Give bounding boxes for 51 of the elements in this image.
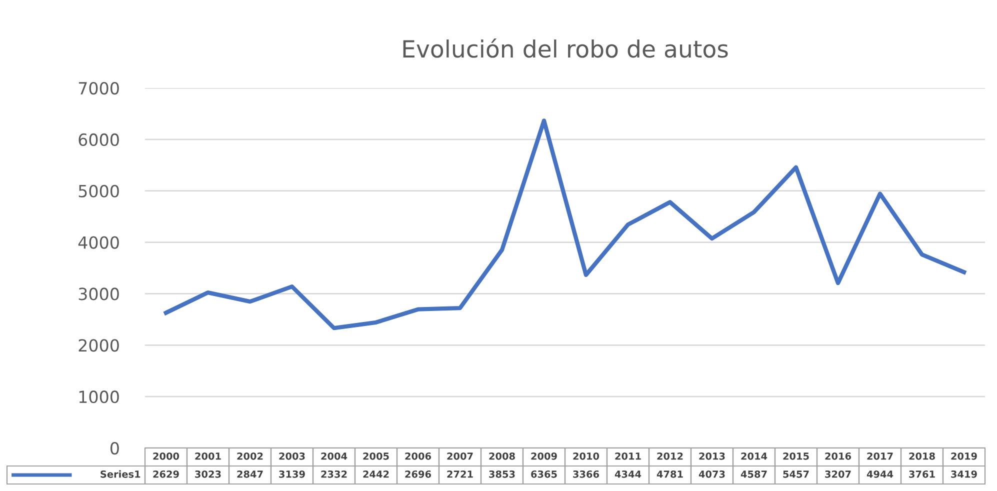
y-tick-label: 6000 <box>78 133 119 146</box>
chart-title: Evolución del robo de autos <box>403 38 728 58</box>
data-label: 2721 <box>447 470 473 478</box>
data-label: 3139 <box>279 470 305 478</box>
x-tick-label: 2002 <box>237 452 263 460</box>
x-tick-label: 2001 <box>195 452 221 460</box>
data-label: 5457 <box>783 470 809 478</box>
data-label: 4781 <box>656 470 683 478</box>
x-tick-label: 2014 <box>741 452 768 460</box>
y-tick-label: 2000 <box>78 339 119 352</box>
x-tick-label: 2018 <box>909 452 935 460</box>
x-tick-label: 2013 <box>699 452 725 460</box>
y-tick-label: 7000 <box>78 82 119 95</box>
x-tick-label: 2000 <box>153 452 180 460</box>
data-label: 3761 <box>909 470 935 478</box>
data-label: 3419 <box>951 470 977 478</box>
x-tick-label: 2010 <box>573 452 600 460</box>
line-series <box>164 118 966 330</box>
data-label: 3853 <box>489 470 515 478</box>
y-tick-label: 3000 <box>78 288 119 300</box>
x-tick-label: 2016 <box>825 452 852 460</box>
x-tick-label: 2003 <box>279 452 305 460</box>
data-label: 2629 <box>153 470 179 478</box>
data-label: 2442 <box>363 470 389 478</box>
x-tick-label: 2012 <box>657 452 683 460</box>
data-label: 2332 <box>321 470 347 478</box>
data-label: 6365 <box>531 470 557 478</box>
data-label: 4073 <box>698 470 725 478</box>
y-tick-label: 0 <box>110 442 119 455</box>
text: Series1 <box>100 470 140 478</box>
data-label: 2847 <box>237 470 263 478</box>
data-label: 3366 <box>573 470 600 478</box>
data-label: 3023 <box>195 470 221 478</box>
x-tick-label: 2015 <box>783 452 809 460</box>
x-tick-label: 2011 <box>615 452 641 460</box>
x-tick-label: 2006 <box>405 452 432 460</box>
x-tick-label: 2007 <box>447 452 473 460</box>
x-tick-label: 2009 <box>531 452 557 460</box>
x-tick-label: 2005 <box>363 452 389 460</box>
x-tick-label: 2017 <box>867 452 893 460</box>
data-label: 4944 <box>866 470 894 478</box>
data-label: 4587 <box>740 470 767 478</box>
x-tick-label: 2004 <box>321 452 348 460</box>
data-label: 4344 <box>614 470 642 478</box>
data-label: 2696 <box>405 470 432 478</box>
y-tick-label: 5000 <box>78 184 119 198</box>
data-label: 3207 <box>825 470 851 478</box>
y-tick-label: 1000 <box>79 390 119 404</box>
y-tick-label: 4000 <box>78 236 119 249</box>
x-tick-label: 2019 <box>951 452 977 460</box>
x-tick-label: 2008 <box>489 452 515 460</box>
